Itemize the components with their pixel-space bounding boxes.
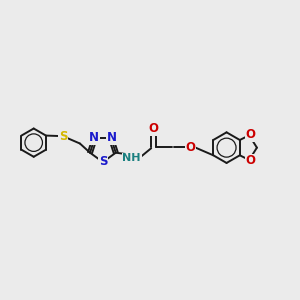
Text: O: O: [245, 154, 255, 167]
Text: O: O: [245, 128, 255, 141]
Text: N: N: [106, 131, 116, 144]
Text: S: S: [99, 155, 107, 168]
Text: NH: NH: [122, 153, 141, 163]
Text: O: O: [186, 141, 196, 154]
Text: N: N: [89, 131, 99, 144]
Text: S: S: [59, 130, 68, 143]
Text: O: O: [148, 122, 158, 135]
